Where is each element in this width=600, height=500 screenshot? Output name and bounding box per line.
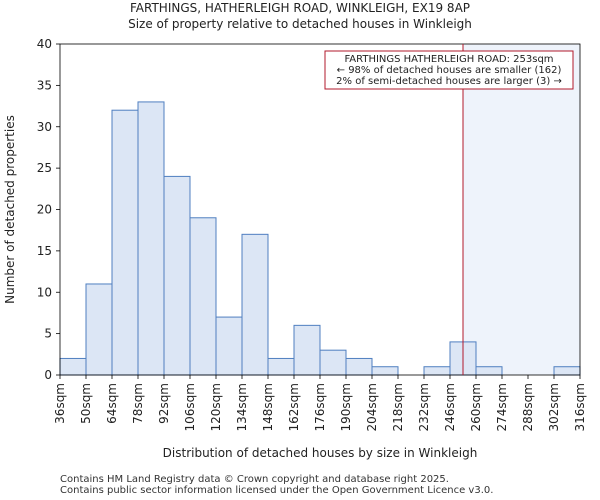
x-axis-label: Distribution of detached houses by size … [163, 446, 478, 460]
x-tick-label: 50sqm [79, 383, 93, 424]
x-tick-label: 64sqm [105, 383, 119, 424]
annotation-line-1: FARTHINGS HATHERLEIGH ROAD: 253sqm [344, 54, 553, 65]
y-tick-label: 25 [37, 161, 52, 175]
x-tick-label: 92sqm [157, 383, 171, 424]
y-tick-label: 0 [44, 368, 52, 382]
chart-subtitle: Size of property relative to detached ho… [128, 17, 472, 31]
chart-title: FARTHINGS, HATHERLEIGH ROAD, WINKLEIGH, … [129, 1, 471, 15]
y-tick-label: 30 [37, 120, 52, 134]
annotation-box [324, 50, 574, 90]
x-tick-label: 148sqm [261, 383, 275, 431]
histogram-bar [319, 349, 347, 376]
x-tick-label: 36sqm [53, 383, 67, 424]
x-tick-label: 204sqm [365, 383, 379, 431]
annotation-line-2: ← 98% of detached houses are smaller (16… [337, 65, 562, 76]
y-tick-label: 10 [37, 285, 52, 299]
y-tick-label: 40 [37, 37, 52, 51]
y-tick-label: 5 [44, 327, 52, 341]
x-tick-label: 190sqm [339, 383, 353, 431]
histogram-bar [189, 217, 217, 376]
x-tick-label: 120sqm [209, 383, 223, 431]
x-tick-label: 316sqm [573, 383, 587, 431]
x-tick-label: 78sqm [131, 383, 145, 424]
x-tick-label: 134sqm [235, 383, 249, 431]
annotation-line-3: 2% of semi-detached houses are larger (3… [336, 76, 562, 87]
x-tick-label: 106sqm [183, 383, 197, 431]
x-tick-label: 246sqm [443, 383, 457, 431]
histogram-bar [59, 357, 87, 376]
x-tick-label: 162sqm [287, 383, 301, 431]
x-tick-label: 176sqm [313, 383, 327, 431]
x-tick-label: 260sqm [469, 383, 483, 431]
histogram-bar [267, 357, 295, 376]
x-tick-label: 232sqm [417, 383, 431, 431]
histogram-bar [423, 366, 451, 376]
histogram-bar [241, 233, 269, 376]
histogram-bar [475, 366, 503, 376]
footer-copyright: Contains HM Land Registry data © Crown c… [60, 474, 449, 485]
y-axis-label: Number of detached properties [3, 115, 17, 304]
y-tick-label: 20 [37, 203, 52, 217]
y-tick-label: 15 [37, 244, 52, 258]
histogram-bar [345, 357, 373, 376]
histogram-bar [111, 109, 139, 376]
footer-licence: Contains public sector information licen… [60, 485, 494, 496]
histogram-bar [371, 366, 399, 376]
histogram-bar [293, 324, 321, 376]
x-tick-label: 302sqm [547, 383, 561, 431]
histogram-bar [215, 316, 243, 376]
larger-region-shade [463, 44, 580, 375]
histogram-bar [553, 366, 581, 376]
x-tick-label: 288sqm [521, 383, 535, 431]
histogram-bar [137, 101, 165, 376]
x-tick-label: 274sqm [495, 383, 509, 431]
x-tick-label: 218sqm [391, 383, 405, 431]
y-tick-label: 35 [37, 78, 52, 92]
histogram-bar [163, 175, 191, 376]
histogram-bar [85, 283, 113, 376]
